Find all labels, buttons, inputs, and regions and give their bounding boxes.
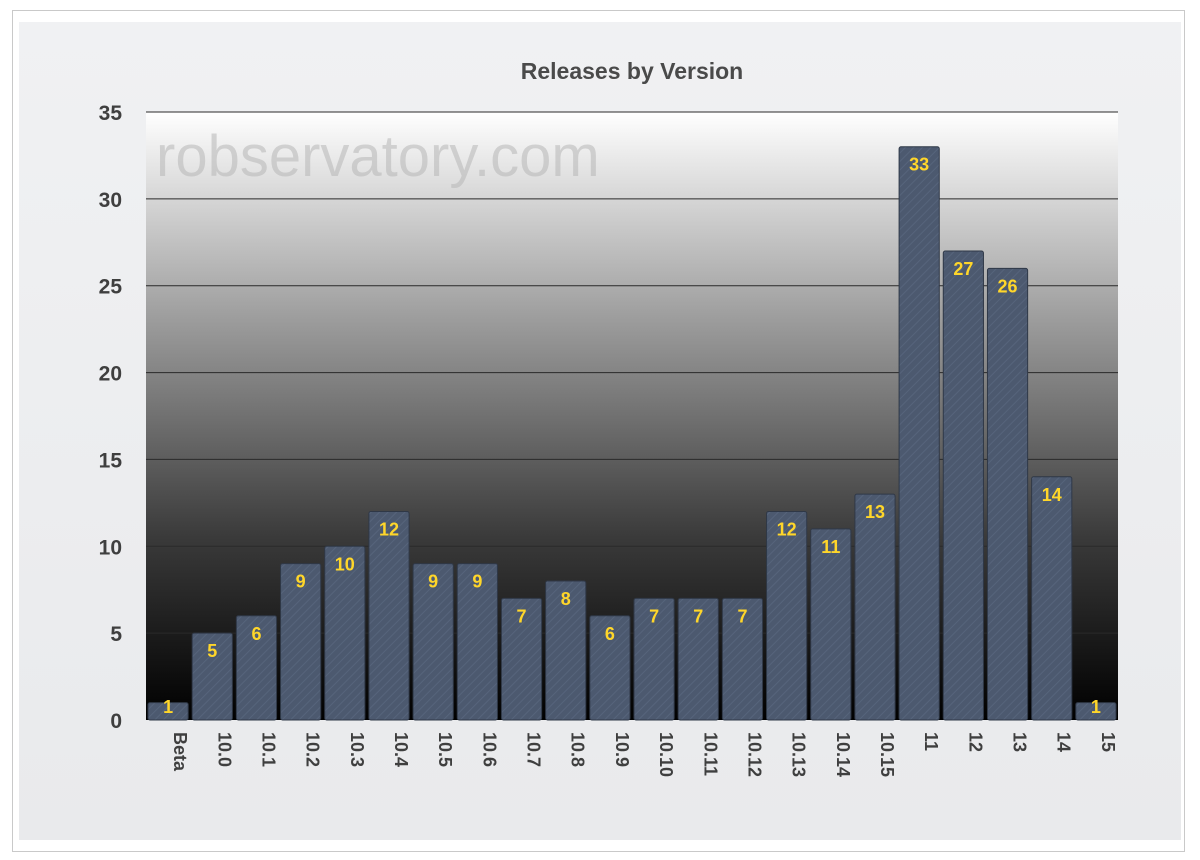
data-label: 9	[296, 572, 306, 592]
x-tick-label: 10.1	[258, 732, 278, 767]
data-label: 7	[649, 606, 659, 626]
bar	[721, 597, 764, 721]
x-tick-label: 10.12	[744, 732, 764, 777]
y-tick-label: 10	[99, 536, 122, 559]
bar	[1031, 476, 1073, 721]
data-label: 7	[517, 606, 527, 626]
x-tick-label: 10.6	[479, 732, 499, 767]
x-tick-label: 13	[1010, 732, 1030, 752]
bar	[766, 511, 808, 721]
bar	[898, 146, 940, 721]
y-axis: 0 5 10 15 20 25 30 35	[99, 102, 123, 733]
data-label: 12	[777, 520, 797, 540]
x-tick-label: 10.5	[435, 732, 455, 767]
bar	[456, 563, 498, 721]
data-label: 9	[472, 572, 482, 592]
y-tick-label: 30	[99, 189, 122, 212]
data-label: 26	[998, 276, 1018, 296]
x-tick-label: 10.8	[568, 732, 588, 767]
data-labels: 1 5 6 9 10 12 9 9 7 8 6 7 7 7 12 11 13 33 27 26 14 1	[163, 155, 1101, 717]
chart-title: Releases by Version	[521, 58, 743, 84]
data-label: 27	[953, 259, 973, 279]
data-label: 6	[251, 624, 261, 644]
y-tick-label: 25	[99, 276, 123, 299]
x-tick-label: 10.0	[214, 732, 234, 767]
y-tick-label: 15	[99, 449, 123, 472]
bar	[545, 580, 587, 721]
bar	[500, 597, 543, 721]
bar	[986, 267, 1029, 721]
bar	[324, 545, 366, 721]
bar	[633, 597, 675, 721]
x-tick-label: 10.2	[303, 732, 323, 767]
bars	[147, 146, 1117, 721]
data-label: 7	[737, 606, 747, 626]
x-tick-label: 12	[965, 732, 985, 752]
data-label: 33	[909, 155, 929, 175]
x-tick-label: 10.13	[789, 732, 809, 777]
x-tick-label: 15	[1098, 732, 1118, 752]
x-tick-label: 10.3	[347, 732, 367, 767]
data-label: 11	[821, 537, 840, 557]
data-label: 7	[693, 606, 703, 626]
x-tick-label: 11	[921, 732, 941, 751]
data-label: 10	[335, 554, 355, 574]
y-tick-label: 5	[110, 623, 122, 646]
bar	[677, 597, 719, 721]
x-tick-label: 14	[1054, 732, 1074, 752]
data-label: 9	[428, 572, 438, 592]
bar	[147, 702, 189, 721]
x-tick-label: 10.7	[524, 732, 544, 767]
bar	[191, 632, 233, 721]
data-label: 5	[207, 641, 217, 661]
x-tick-label: 10.15	[877, 732, 897, 777]
watermark: robservatory.com	[156, 124, 600, 189]
bar	[942, 250, 984, 721]
data-label: 6	[605, 624, 615, 644]
bar	[235, 615, 278, 721]
data-label: 8	[561, 589, 571, 609]
data-label: 1	[1091, 697, 1101, 717]
x-tick-label: 10.11	[700, 732, 720, 776]
x-axis: Beta 10.0 10.1 10.2 10.3 10.4 10.5 10.6 10.7 10.8…	[170, 732, 1118, 777]
x-tick-label: 10.10	[656, 732, 676, 777]
bar	[368, 511, 410, 721]
bar	[589, 615, 631, 721]
bar	[854, 493, 896, 721]
data-label: 1	[163, 697, 173, 717]
x-tick-label: 10.14	[833, 732, 853, 777]
bar	[280, 563, 322, 721]
y-tick-label: 0	[110, 710, 122, 733]
bar	[810, 528, 852, 721]
y-tick-label: 35	[99, 102, 123, 125]
x-tick-label: 10.4	[391, 732, 411, 767]
y-tick-label: 20	[99, 363, 122, 386]
bar	[412, 563, 454, 721]
x-tick-label: 10.9	[612, 732, 632, 767]
data-label: 12	[379, 520, 399, 540]
bar	[1075, 702, 1117, 721]
x-tick-label: Beta	[170, 732, 190, 772]
data-label: 13	[865, 502, 885, 522]
data-label: 14	[1042, 485, 1062, 505]
